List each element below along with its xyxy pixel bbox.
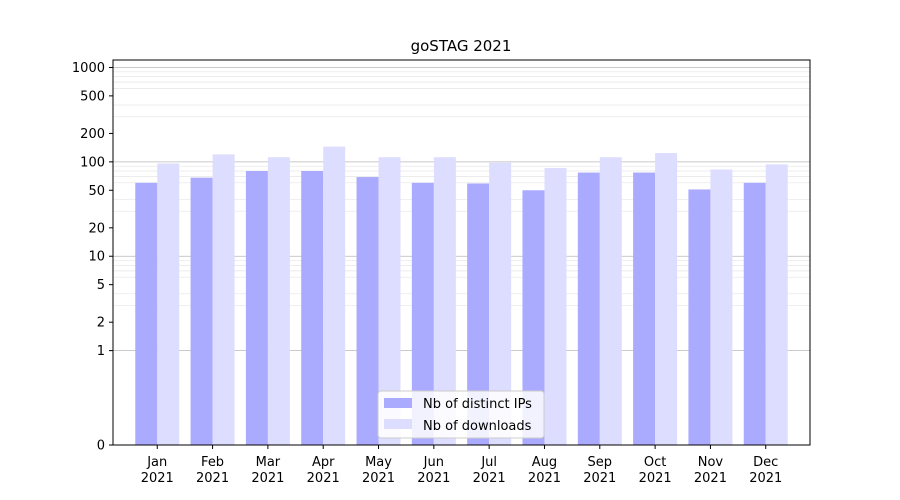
- x-tick-label: May: [365, 455, 392, 470]
- x-tick-label: 2021: [417, 471, 450, 486]
- bar-distinct-ips: [301, 171, 324, 446]
- y-tick-label: 200: [80, 127, 105, 142]
- bar-downloads: [710, 169, 733, 445]
- legend-label-downloads: Nb of downloads: [423, 419, 532, 434]
- x-tick-label: 2021: [196, 471, 229, 486]
- x-tick-label: Aug: [532, 455, 557, 470]
- legend-swatch-downloads: [384, 419, 412, 429]
- x-tick-label: 2021: [473, 471, 506, 486]
- bar-downloads: [489, 162, 512, 445]
- bar-downloads: [599, 157, 622, 446]
- legend-label-ips: Nb of distinct IPs: [423, 397, 532, 412]
- x-tick-label: Dec: [753, 455, 778, 470]
- y-tick-label: 5: [97, 278, 105, 293]
- x-tick-label: 2021: [694, 471, 727, 486]
- bar-distinct-ips: [522, 190, 545, 445]
- y-tick-label: 500: [80, 89, 105, 104]
- bar-downloads: [765, 164, 788, 446]
- legend-box: [377, 390, 545, 439]
- legend-swatch-ips: [384, 398, 412, 408]
- y-tick-label: 1000: [72, 61, 105, 76]
- plot-frame: [112, 59, 811, 446]
- x-tick-label: 2021: [362, 471, 395, 486]
- x-tick-label: Mar: [256, 455, 281, 470]
- y-tick-label: 50: [88, 184, 105, 199]
- x-tick-label: Jun: [423, 455, 444, 470]
- y-tick-label: 2: [97, 316, 105, 331]
- y-tick-label: 100: [80, 155, 105, 170]
- bar-distinct-ips: [633, 172, 656, 445]
- x-tick-label: 2021: [583, 471, 616, 486]
- x-tick-label: 2021: [749, 471, 782, 486]
- bar-distinct-ips: [411, 182, 434, 445]
- y-tick-label: 20: [88, 221, 105, 236]
- y-tick-label: 10: [88, 250, 105, 265]
- bar-distinct-ips: [467, 183, 490, 446]
- bar-distinct-ips: [190, 177, 213, 446]
- bar-downloads: [544, 168, 567, 445]
- bar-downloads: [212, 154, 235, 445]
- bar-distinct-ips: [688, 189, 711, 445]
- x-tick-label: 2021: [141, 471, 174, 486]
- x-tick-label: Apr: [312, 455, 335, 470]
- bar-downloads: [378, 157, 401, 446]
- bar-distinct-ips: [577, 172, 600, 445]
- y-tick-label: 1: [97, 344, 105, 359]
- x-tick-label: Oct: [644, 455, 666, 470]
- x-tick-label: Feb: [201, 455, 224, 470]
- x-tick-label: 2021: [528, 471, 561, 486]
- bars: [135, 146, 788, 446]
- bar-downloads: [267, 157, 290, 446]
- x-tick-label: 2021: [639, 471, 672, 486]
- bar-downloads: [655, 153, 678, 445]
- chart-title: goSTAG 2021: [411, 37, 512, 55]
- x-axis: Jan2021Feb2021Mar2021Apr2021May2021Jun20…: [141, 445, 782, 486]
- bar-distinct-ips: [743, 182, 766, 445]
- bar-downloads: [433, 157, 456, 446]
- x-tick-label: Nov: [698, 455, 724, 470]
- x-tick-label: 2021: [251, 471, 284, 486]
- bar-distinct-ips: [245, 171, 268, 446]
- y-axis: 0 1 2 5 10 20 50 100 200 500 1000: [72, 61, 113, 454]
- legend: Nb of distinct IPs Nb of downloads: [377, 390, 545, 439]
- x-tick-label: Jul: [480, 455, 497, 470]
- y-tick-label: 0: [97, 439, 105, 454]
- x-tick-label: Sep: [588, 455, 613, 470]
- bar-downloads: [157, 163, 180, 446]
- x-tick-label: 2021: [307, 471, 340, 486]
- bar-distinct-ips: [356, 177, 379, 445]
- bar-distinct-ips: [135, 182, 158, 445]
- x-tick-label: Jan: [146, 455, 167, 470]
- bar-downloads: [323, 146, 346, 445]
